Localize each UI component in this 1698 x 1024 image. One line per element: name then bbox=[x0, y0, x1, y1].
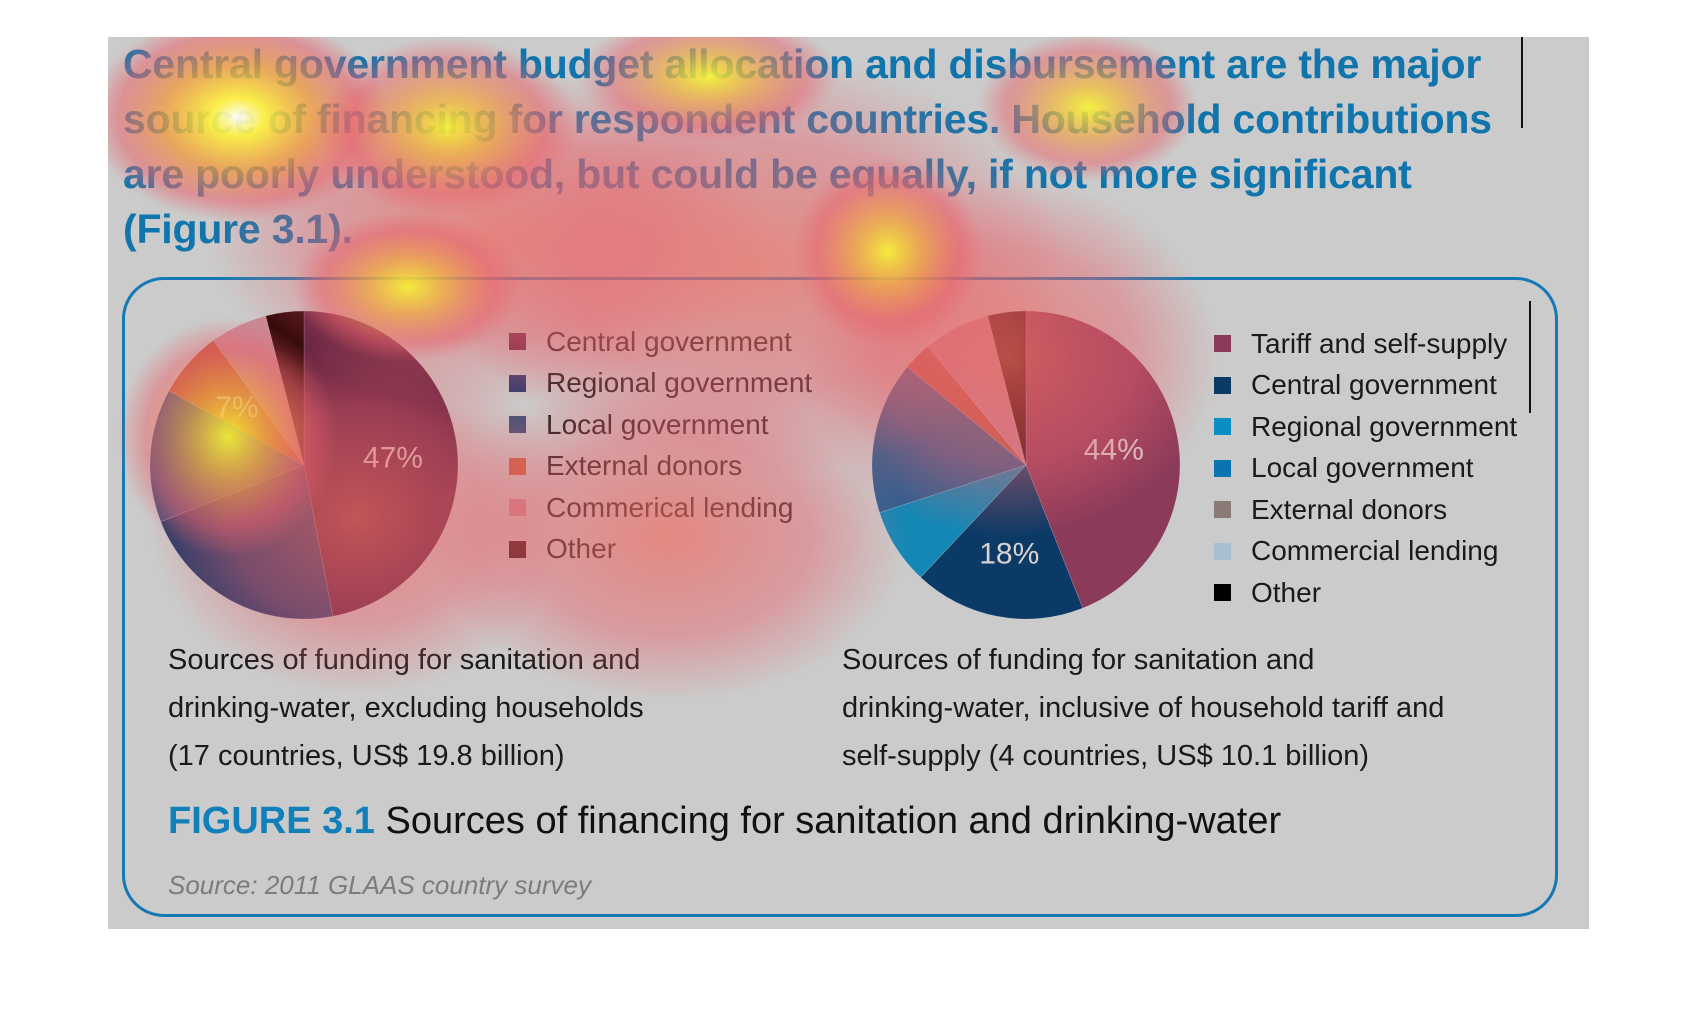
caption-line: Sources of funding for sanitation and bbox=[168, 644, 641, 676]
legend-swatch bbox=[509, 457, 526, 475]
legend-label: External donors bbox=[1251, 493, 1448, 525]
pie-data-label: 44% bbox=[1084, 433, 1144, 466]
legend-item: Other bbox=[509, 529, 812, 571]
legend-item: Regional government bbox=[509, 363, 812, 405]
caption-line: self-supply (4 countries, US$ 10.1 billi… bbox=[842, 740, 1370, 772]
legend-label: Regional government bbox=[546, 367, 813, 399]
legend-label: Local government bbox=[1251, 452, 1474, 484]
legend-item: Commercial lending bbox=[1214, 531, 1517, 573]
legend-label: Tariff and self-supply bbox=[1251, 327, 1508, 359]
legend-left: Central government Regional government Loc… bbox=[509, 321, 812, 570]
legend-swatch bbox=[1214, 459, 1231, 477]
pie-data-label: 47% bbox=[363, 442, 423, 475]
legend-swatch bbox=[1214, 376, 1231, 394]
pie-slice-central-government bbox=[920, 464, 1084, 620]
figure-label: FIGURE 3.1 bbox=[168, 800, 375, 842]
pie-data-label: 7% bbox=[215, 391, 258, 424]
legend-swatch bbox=[1214, 542, 1231, 560]
legend-item: Commerical lending bbox=[509, 487, 812, 529]
legend-swatch bbox=[1214, 501, 1231, 519]
legend-swatch bbox=[1214, 335, 1231, 353]
caption-right: Sources of funding for sanitation and dr… bbox=[842, 636, 1444, 780]
legend-item: External donors bbox=[509, 446, 812, 488]
legend-item: Regional government bbox=[1214, 406, 1517, 448]
legend-swatch bbox=[509, 416, 526, 434]
legend-label: Commerical lending bbox=[546, 491, 794, 523]
figure-title: FIGURE 3.1 Sources of financing for sani… bbox=[168, 800, 1281, 843]
legend-swatch bbox=[509, 333, 526, 351]
pie-data-label: 18% bbox=[979, 538, 1039, 571]
figure-panel: Central government budget allocation and… bbox=[108, 37, 1589, 929]
headline: Central government budget allocation and… bbox=[123, 41, 1492, 252]
caption-left: Sources of funding for sanitation and dr… bbox=[168, 636, 644, 780]
legend-label: Regional government bbox=[1251, 410, 1518, 442]
legend-swatch bbox=[1214, 584, 1231, 602]
legend-item: Tariff and self-supply bbox=[1214, 323, 1517, 365]
pie-chart-right: 44% 18% bbox=[871, 310, 1181, 620]
text-cursor-line bbox=[1529, 301, 1531, 413]
legend-right: Tariff and self-supply Central government… bbox=[1214, 323, 1517, 614]
legend-swatch bbox=[509, 540, 526, 558]
legend-item: Local government bbox=[509, 404, 812, 446]
legend-swatch bbox=[509, 374, 526, 392]
legend-label: External donors bbox=[546, 450, 743, 482]
legend-label: Other bbox=[1251, 576, 1322, 608]
legend-label: Local government bbox=[546, 408, 769, 440]
caption-line: drinking-water, excluding households bbox=[168, 692, 644, 724]
figure-title-text: Sources of financing for sanitation and … bbox=[385, 800, 1282, 842]
caption-line: (17 countries, US$ 19.8 billion) bbox=[168, 740, 565, 772]
legend-label: Commercial lending bbox=[1251, 535, 1499, 567]
source-note: Source: 2011 GLAAS country survey bbox=[168, 870, 591, 900]
caption-line: Sources of funding for sanitation and bbox=[842, 644, 1315, 676]
legend-label: Central government bbox=[1251, 369, 1497, 401]
legend-item: Local government bbox=[1214, 448, 1517, 490]
legend-label: Central government bbox=[546, 325, 792, 357]
legend-swatch bbox=[1214, 418, 1231, 436]
legend-swatch bbox=[509, 499, 526, 517]
pie-chart-left: 47% 7% bbox=[149, 310, 459, 620]
legend-item: External donors bbox=[1214, 489, 1517, 531]
legend-item: Central government bbox=[1214, 365, 1517, 407]
legend-item: Central government bbox=[509, 321, 812, 363]
legend-label: Other bbox=[546, 533, 617, 565]
text-cursor-line bbox=[1521, 37, 1523, 128]
caption-line: drinking-water, inclusive of household t… bbox=[842, 692, 1445, 724]
legend-item: Other bbox=[1214, 572, 1517, 614]
